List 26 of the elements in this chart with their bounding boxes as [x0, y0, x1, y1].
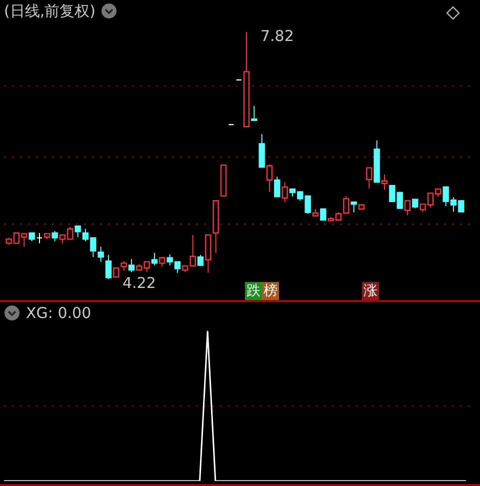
candlestick — [404, 200, 411, 216]
chart-title: XG: 0.00 — [26, 304, 92, 322]
candlestick — [197, 254, 204, 266]
chart-title: (日线,前复权) — [4, 2, 96, 20]
annotation: 7.82 — [260, 26, 294, 45]
candlestick — [159, 256, 166, 268]
text: 跌 — [245, 282, 262, 300]
text: 榜 — [262, 282, 279, 300]
candlestick — [251, 106, 258, 122]
candlestick — [350, 202, 357, 213]
candlestick — [98, 246, 104, 262]
candlestick — [381, 174, 388, 190]
candlestick — [282, 182, 288, 203]
candlestick — [258, 134, 265, 168]
candlestick — [128, 258, 135, 273]
candlestick — [151, 252, 158, 266]
annotation: 4.22 — [122, 274, 156, 292]
candlestick — [274, 176, 280, 198]
text: 涨 — [362, 282, 379, 300]
candlestick — [366, 167, 372, 189]
candlestick — [266, 164, 273, 192]
candlestick — [74, 226, 81, 238]
candlestick — [120, 260, 127, 272]
candlestick — [105, 254, 112, 280]
candlestick — [52, 230, 58, 242]
candlestick — [36, 232, 43, 244]
